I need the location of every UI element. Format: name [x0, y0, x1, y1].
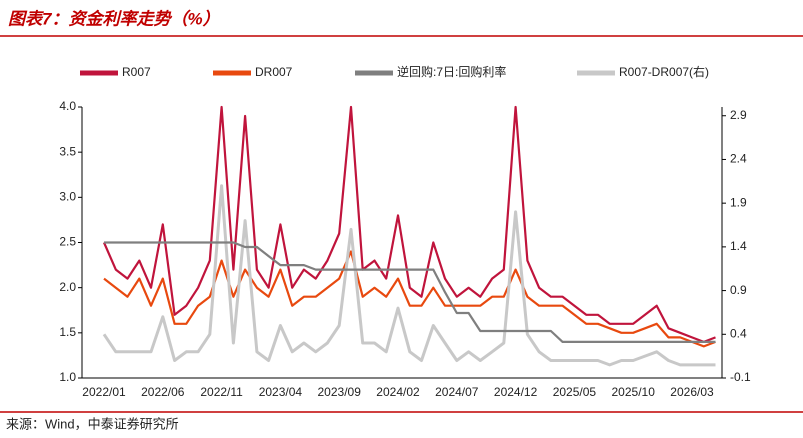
x-tick-label: 2024/12 — [494, 385, 538, 399]
y2-tick-label: 1.4 — [730, 239, 747, 253]
y2-tick-label: 0.4 — [730, 326, 747, 340]
y-tick-label: 4.0 — [59, 99, 76, 113]
x-tick-label: 2025/10 — [612, 385, 656, 399]
series-line — [102, 105, 716, 343]
series-line — [103, 250, 716, 348]
source: 来源：Wind，中泰证券研究所 — [6, 416, 179, 431]
legend-label: R007-DR007(右) — [619, 64, 709, 79]
y2-tick-label: 1.9 — [730, 195, 747, 209]
y-tick-label: 3.5 — [59, 144, 76, 158]
x-tick-label: 2025/05 — [553, 385, 597, 399]
series-line — [104, 241, 716, 343]
y-tick-label: 1.5 — [59, 325, 76, 339]
x-tick-label: 2026/03 — [670, 385, 714, 399]
chart-title: 图表7：资金利率走势（%） — [8, 9, 220, 28]
x-tick-label: 2024/07 — [435, 385, 479, 399]
legend-label: DR007 — [255, 65, 293, 79]
x-tick-label: 2022/01 — [82, 385, 126, 399]
legend-label: 逆回购:7日:回购利率 — [397, 64, 506, 79]
y2-tick-label: 2.9 — [730, 108, 747, 122]
y2-tick-label: 0.9 — [730, 283, 747, 297]
legend-label: R007 — [122, 65, 151, 79]
y-tick-label: 2.0 — [59, 280, 76, 294]
y-tick-label: 1.0 — [59, 370, 76, 384]
x-tick-label: 2023/09 — [318, 385, 362, 399]
x-tick-label: 2022/06 — [141, 385, 185, 399]
y2-tick-label: 2.4 — [730, 152, 747, 166]
x-tick-label: 2023/04 — [259, 385, 303, 399]
series-line — [102, 184, 716, 367]
y-tick-label: 2.5 — [59, 235, 76, 249]
x-tick-label: 2024/02 — [376, 385, 420, 399]
x-tick-label: 2022/11 — [200, 385, 243, 399]
y-tick-label: 3.0 — [59, 190, 76, 204]
y2-tick-label: -0.1 — [730, 370, 751, 384]
